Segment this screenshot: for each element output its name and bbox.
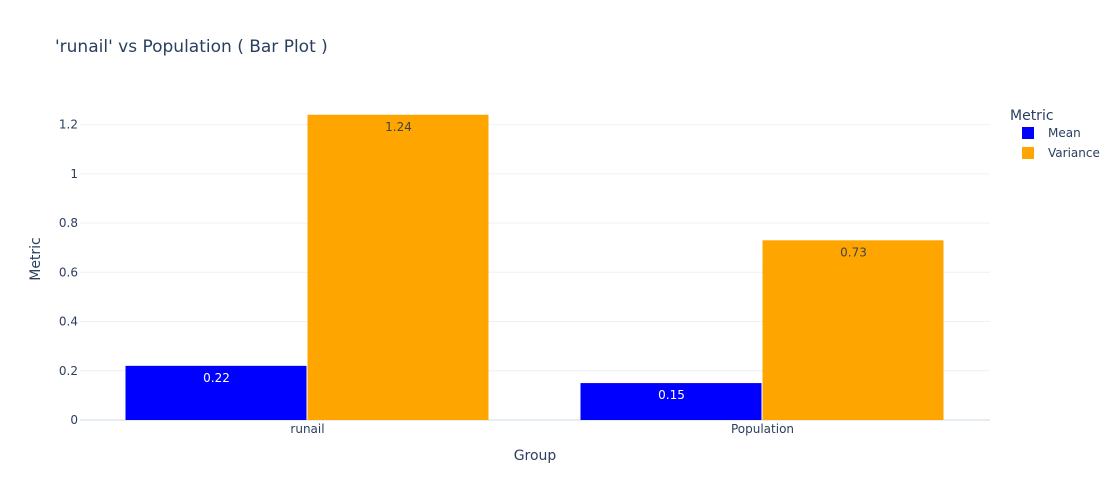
x-tick-label: runail [290,422,324,436]
bar-value-label: 1.24 [385,120,412,134]
y-tick-label: 1 [70,167,78,181]
y-tick-label: 0.8 [59,216,78,230]
legend-swatch-mean [1022,127,1034,139]
y-tick-label: 1.2 [59,118,78,132]
x-axis-title: Group [514,448,557,464]
chart-title: 'runail' vs Population ( Bar Plot ) [55,37,328,57]
bar-variance-runail [307,114,489,421]
bar-value-label: 0.15 [658,388,685,402]
y-axis-ticks: 0 0.2 0.4 0.6 0.8 1 1.2 [59,118,78,427]
y-tick-label: 0.6 [59,265,78,279]
legend-title: Metric [1010,108,1054,124]
bar-labels: 0.22 1.24 0.15 0.73 [203,120,867,402]
legend-entry-mean: Mean [1048,126,1081,140]
bar-value-label: 0.73 [840,245,867,259]
y-tick-label: 0.4 [59,315,78,329]
bar-mean-population [580,383,762,420]
legend: Metric Mean Variance [1010,108,1100,160]
y-axis-title: Metric [28,237,44,281]
bars [125,114,944,421]
bar-variance-population [762,240,944,420]
legend-entry-variance: Variance [1048,146,1100,160]
x-tick-label: Population [731,422,794,436]
y-tick-label: 0 [70,413,78,427]
x-axis-ticks: runail Population [290,422,794,436]
legend-swatch-variance [1022,147,1034,159]
bar-value-label: 0.22 [203,371,230,385]
y-tick-label: 0.2 [59,364,78,378]
bar-mean-runail [125,365,307,420]
